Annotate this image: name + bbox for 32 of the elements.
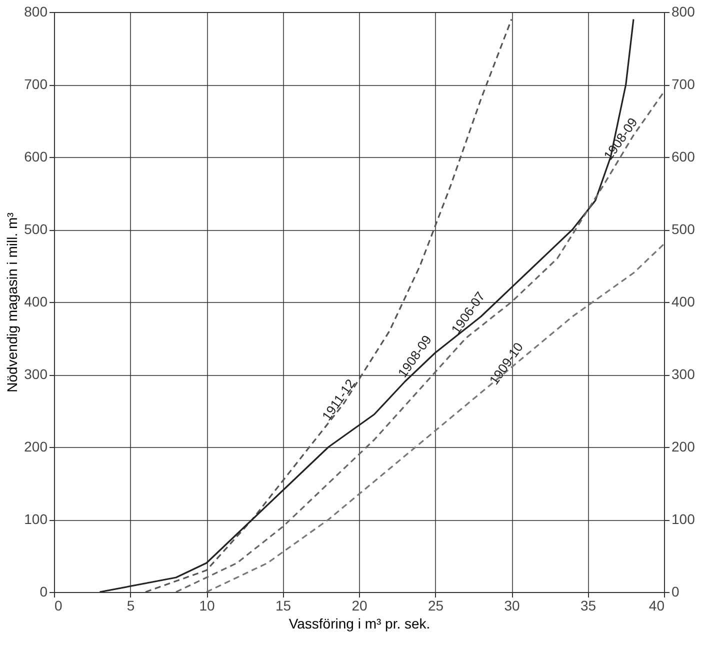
y2-tick-label: 200 xyxy=(672,438,696,454)
x-tick-label: 10 xyxy=(199,598,215,614)
y2-tick-label: 800 xyxy=(672,4,696,20)
x-tick-label: 20 xyxy=(352,598,368,614)
y-tick-label: 800 xyxy=(24,4,48,20)
y-tick-label: 600 xyxy=(24,148,48,164)
y-tick-label: 500 xyxy=(24,221,48,237)
x-tick-label: 0 xyxy=(54,598,62,614)
y-tick-label: 200 xyxy=(24,438,48,454)
x-tick-label: 30 xyxy=(504,598,520,614)
line-series xyxy=(98,18,634,592)
y2-tick-label: 400 xyxy=(672,294,696,310)
line-series xyxy=(175,90,664,592)
y2-tick-label: 700 xyxy=(672,76,696,92)
y-tick-label: 300 xyxy=(24,366,48,382)
y2-tick-label: 500 xyxy=(672,221,696,237)
y2-tick-label: 600 xyxy=(672,148,696,164)
x-tick-label: 5 xyxy=(126,598,135,614)
y2-tick-label: 300 xyxy=(672,366,696,382)
y-tick-label: 0 xyxy=(40,584,48,600)
x-tick-label: 40 xyxy=(648,598,665,614)
x-axis-title: Vassföring i m³ pr. sek. xyxy=(288,616,430,632)
y2-tick-label: 0 xyxy=(672,584,680,600)
y-axis-title: Nödvendig magasin i mill. m³ xyxy=(4,212,20,392)
y2-tick-label: 100 xyxy=(672,511,696,527)
x-tick-label: 35 xyxy=(580,598,596,614)
x-tick-label: 25 xyxy=(428,598,444,614)
y-tick-label: 700 xyxy=(24,76,48,92)
y-tick-label: 100 xyxy=(24,511,48,527)
x-tick-label: 15 xyxy=(275,598,292,614)
y-tick-label: 400 xyxy=(24,294,48,310)
line-series xyxy=(206,243,664,592)
